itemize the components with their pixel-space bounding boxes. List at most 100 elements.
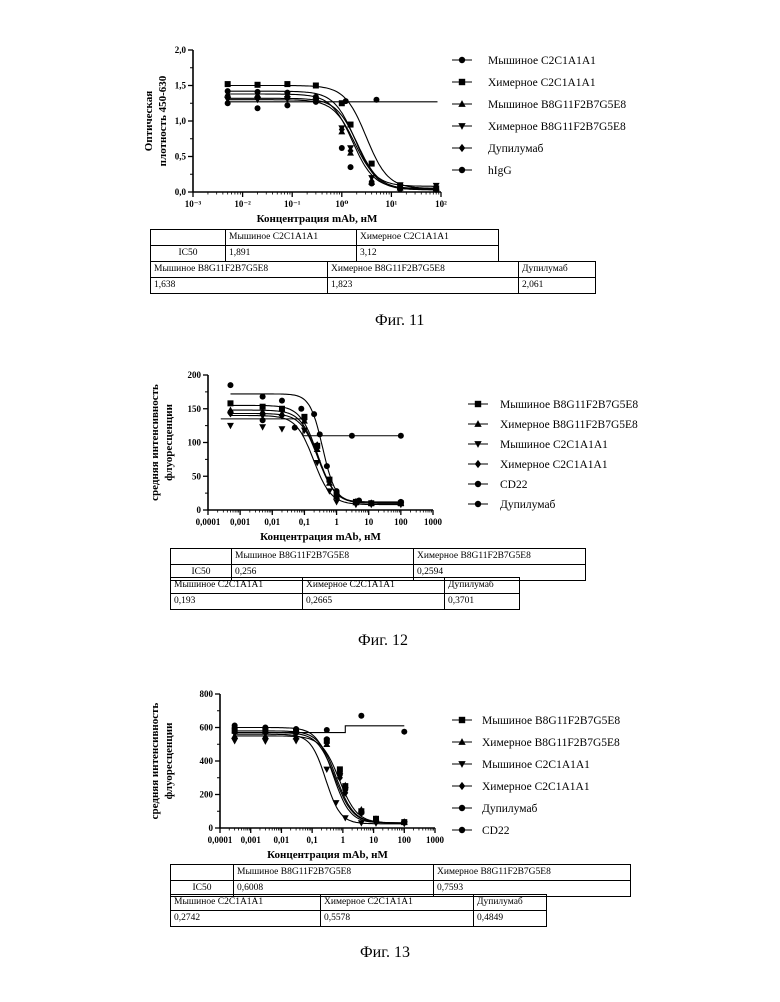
table-header: Химерное B8G11F2B7G5E8 xyxy=(414,549,586,565)
y-tick-label: 0 xyxy=(209,823,214,833)
legend-marker xyxy=(475,481,481,487)
y-tick-label: 150 xyxy=(188,404,202,414)
table-cell: 1,638 xyxy=(151,278,328,294)
x-tick-label: 1 xyxy=(341,835,346,845)
ic50-table-fig13-row2: Мышиное С2С1А1А1 Химерное С2С1А1А1 Дупил… xyxy=(170,894,547,927)
legend-label: Химерное B8G11F2B7G5E8 xyxy=(482,737,620,749)
figure-11: 0,00,51,01,52,010⁻³10⁻²10⁻¹10⁰10¹10²Конц… xyxy=(0,0,780,340)
x-tick-label: 10⁰ xyxy=(335,199,348,209)
y-tick-label: 0,5 xyxy=(175,152,187,162)
y-axis-title: средняя интенсивность xyxy=(149,702,161,819)
data-point xyxy=(260,394,266,400)
legend-label: Мышиное С2С1А1А1 xyxy=(500,439,608,451)
data-point xyxy=(323,767,330,773)
x-axis-title: Концентрация mAb, нМ xyxy=(267,849,388,861)
table-header: Мышиное B8G11F2B7G5E8 xyxy=(151,262,328,278)
data-point xyxy=(349,433,355,439)
data-point xyxy=(398,433,404,439)
ic50-table-fig12-row2: Мышиное С2С1А1А1 Химерное С2С1А1А1 Дупил… xyxy=(170,577,520,610)
data-point xyxy=(225,81,231,87)
data-point xyxy=(255,105,261,111)
data-point xyxy=(232,725,238,731)
data-point xyxy=(262,739,269,745)
fit-curve xyxy=(221,419,401,436)
y-tick-label: 400 xyxy=(200,756,214,766)
x-tick-label: 0,01 xyxy=(264,517,280,527)
series-4 xyxy=(227,410,403,508)
table-header: Химерное B8G11F2B7G5E8 xyxy=(434,865,631,881)
legend-marker xyxy=(459,167,465,173)
legend-marker xyxy=(459,57,465,63)
legend-marker xyxy=(459,79,465,85)
series-1 xyxy=(225,88,440,193)
x-tick-label: 10⁻² xyxy=(234,199,251,209)
legend-label: Химерное С2С1А1А1 xyxy=(482,781,590,793)
legend-label: Мышиное С2С1А1А1 xyxy=(488,55,596,67)
data-point xyxy=(231,738,238,744)
x-tick-label: 100 xyxy=(398,835,412,845)
y-tick-label: 600 xyxy=(200,723,214,733)
legend-marker xyxy=(475,401,481,407)
legend-marker xyxy=(475,501,481,507)
y-axis-title: средняя интенсивность xyxy=(149,384,161,501)
y-axis-title: флуоресценции xyxy=(163,722,175,799)
table-header: Дупилумаб xyxy=(445,578,520,594)
x-tick-label: 10⁻¹ xyxy=(284,199,301,209)
x-tick-label: 0,001 xyxy=(241,835,262,845)
fit-curve xyxy=(235,728,405,824)
data-point xyxy=(324,727,330,733)
chart-fig13: 02004006008000,00010,0010,010,1110100100… xyxy=(0,682,780,866)
table-header: Химерное С2С1А1А1 xyxy=(357,230,499,246)
figure-12: 0501001502000,00010,0010,010,11101001000… xyxy=(0,360,780,660)
table-header: Химерное С2С1А1А1 xyxy=(321,895,474,911)
ic50-table-fig13-row1: Мышиное B8G11F2B7G5E8 Химерное B8G11F2B7… xyxy=(170,864,631,897)
chart-fig12: 0501001502000,00010,0010,010,11101001000… xyxy=(0,360,780,550)
x-tick-label: 0,1 xyxy=(299,517,311,527)
table-cell: 1,891 xyxy=(226,246,357,262)
x-tick-label: 0,1 xyxy=(307,835,319,845)
data-point xyxy=(313,83,319,89)
figure-caption: Фиг. 11 xyxy=(375,312,424,330)
table-header: Мышиное B8G11F2B7G5E8 xyxy=(234,865,434,881)
y-tick-label: 200 xyxy=(188,370,202,380)
fit-curve xyxy=(228,98,437,189)
figure-caption: Фиг. 12 xyxy=(358,632,408,650)
data-point xyxy=(398,499,404,505)
data-point xyxy=(262,725,268,731)
y-tick-label: 800 xyxy=(200,689,214,699)
x-tick-label: 1000 xyxy=(426,835,445,845)
x-tick-label: 10 xyxy=(364,517,374,527)
x-tick-label: 0,0001 xyxy=(196,517,221,527)
data-point xyxy=(324,463,330,469)
fit-curve xyxy=(235,733,405,823)
fit-curve xyxy=(235,736,405,823)
data-point xyxy=(343,98,349,104)
data-point xyxy=(225,100,231,106)
table-header: Мышиное С2С1А1А1 xyxy=(226,230,357,246)
legend-label: CD22 xyxy=(482,825,510,837)
data-point xyxy=(356,498,362,504)
fit-curve xyxy=(228,100,437,187)
x-tick-label: 0,001 xyxy=(230,517,251,527)
x-axis-title: Концентрация mAb, нМ xyxy=(260,531,381,543)
data-point xyxy=(227,409,233,415)
legend-label: Мышиное С2С1А1А1 xyxy=(482,759,590,771)
table-header: Химерное B8G11F2B7G5E8 xyxy=(328,262,519,278)
x-tick-label: 1000 xyxy=(424,517,443,527)
table-header: Химерное С2С1А1А1 xyxy=(303,578,445,594)
legend-label: Дупилумаб xyxy=(500,499,556,511)
data-point xyxy=(313,99,319,105)
table-cell: 0,4849 xyxy=(474,911,547,927)
x-tick-label: 10¹ xyxy=(386,199,398,209)
y-axis-title: плотность 450-630 xyxy=(157,75,169,166)
series-3 xyxy=(227,416,404,509)
data-point xyxy=(292,425,298,431)
legend-label: Химерное С2С1А1А1 xyxy=(488,77,596,89)
data-point xyxy=(279,398,285,404)
data-point xyxy=(255,82,261,88)
legend-marker xyxy=(475,460,481,468)
data-point xyxy=(279,426,286,432)
data-point xyxy=(324,736,330,742)
data-point xyxy=(373,817,379,823)
y-tick-label: 100 xyxy=(188,438,202,448)
